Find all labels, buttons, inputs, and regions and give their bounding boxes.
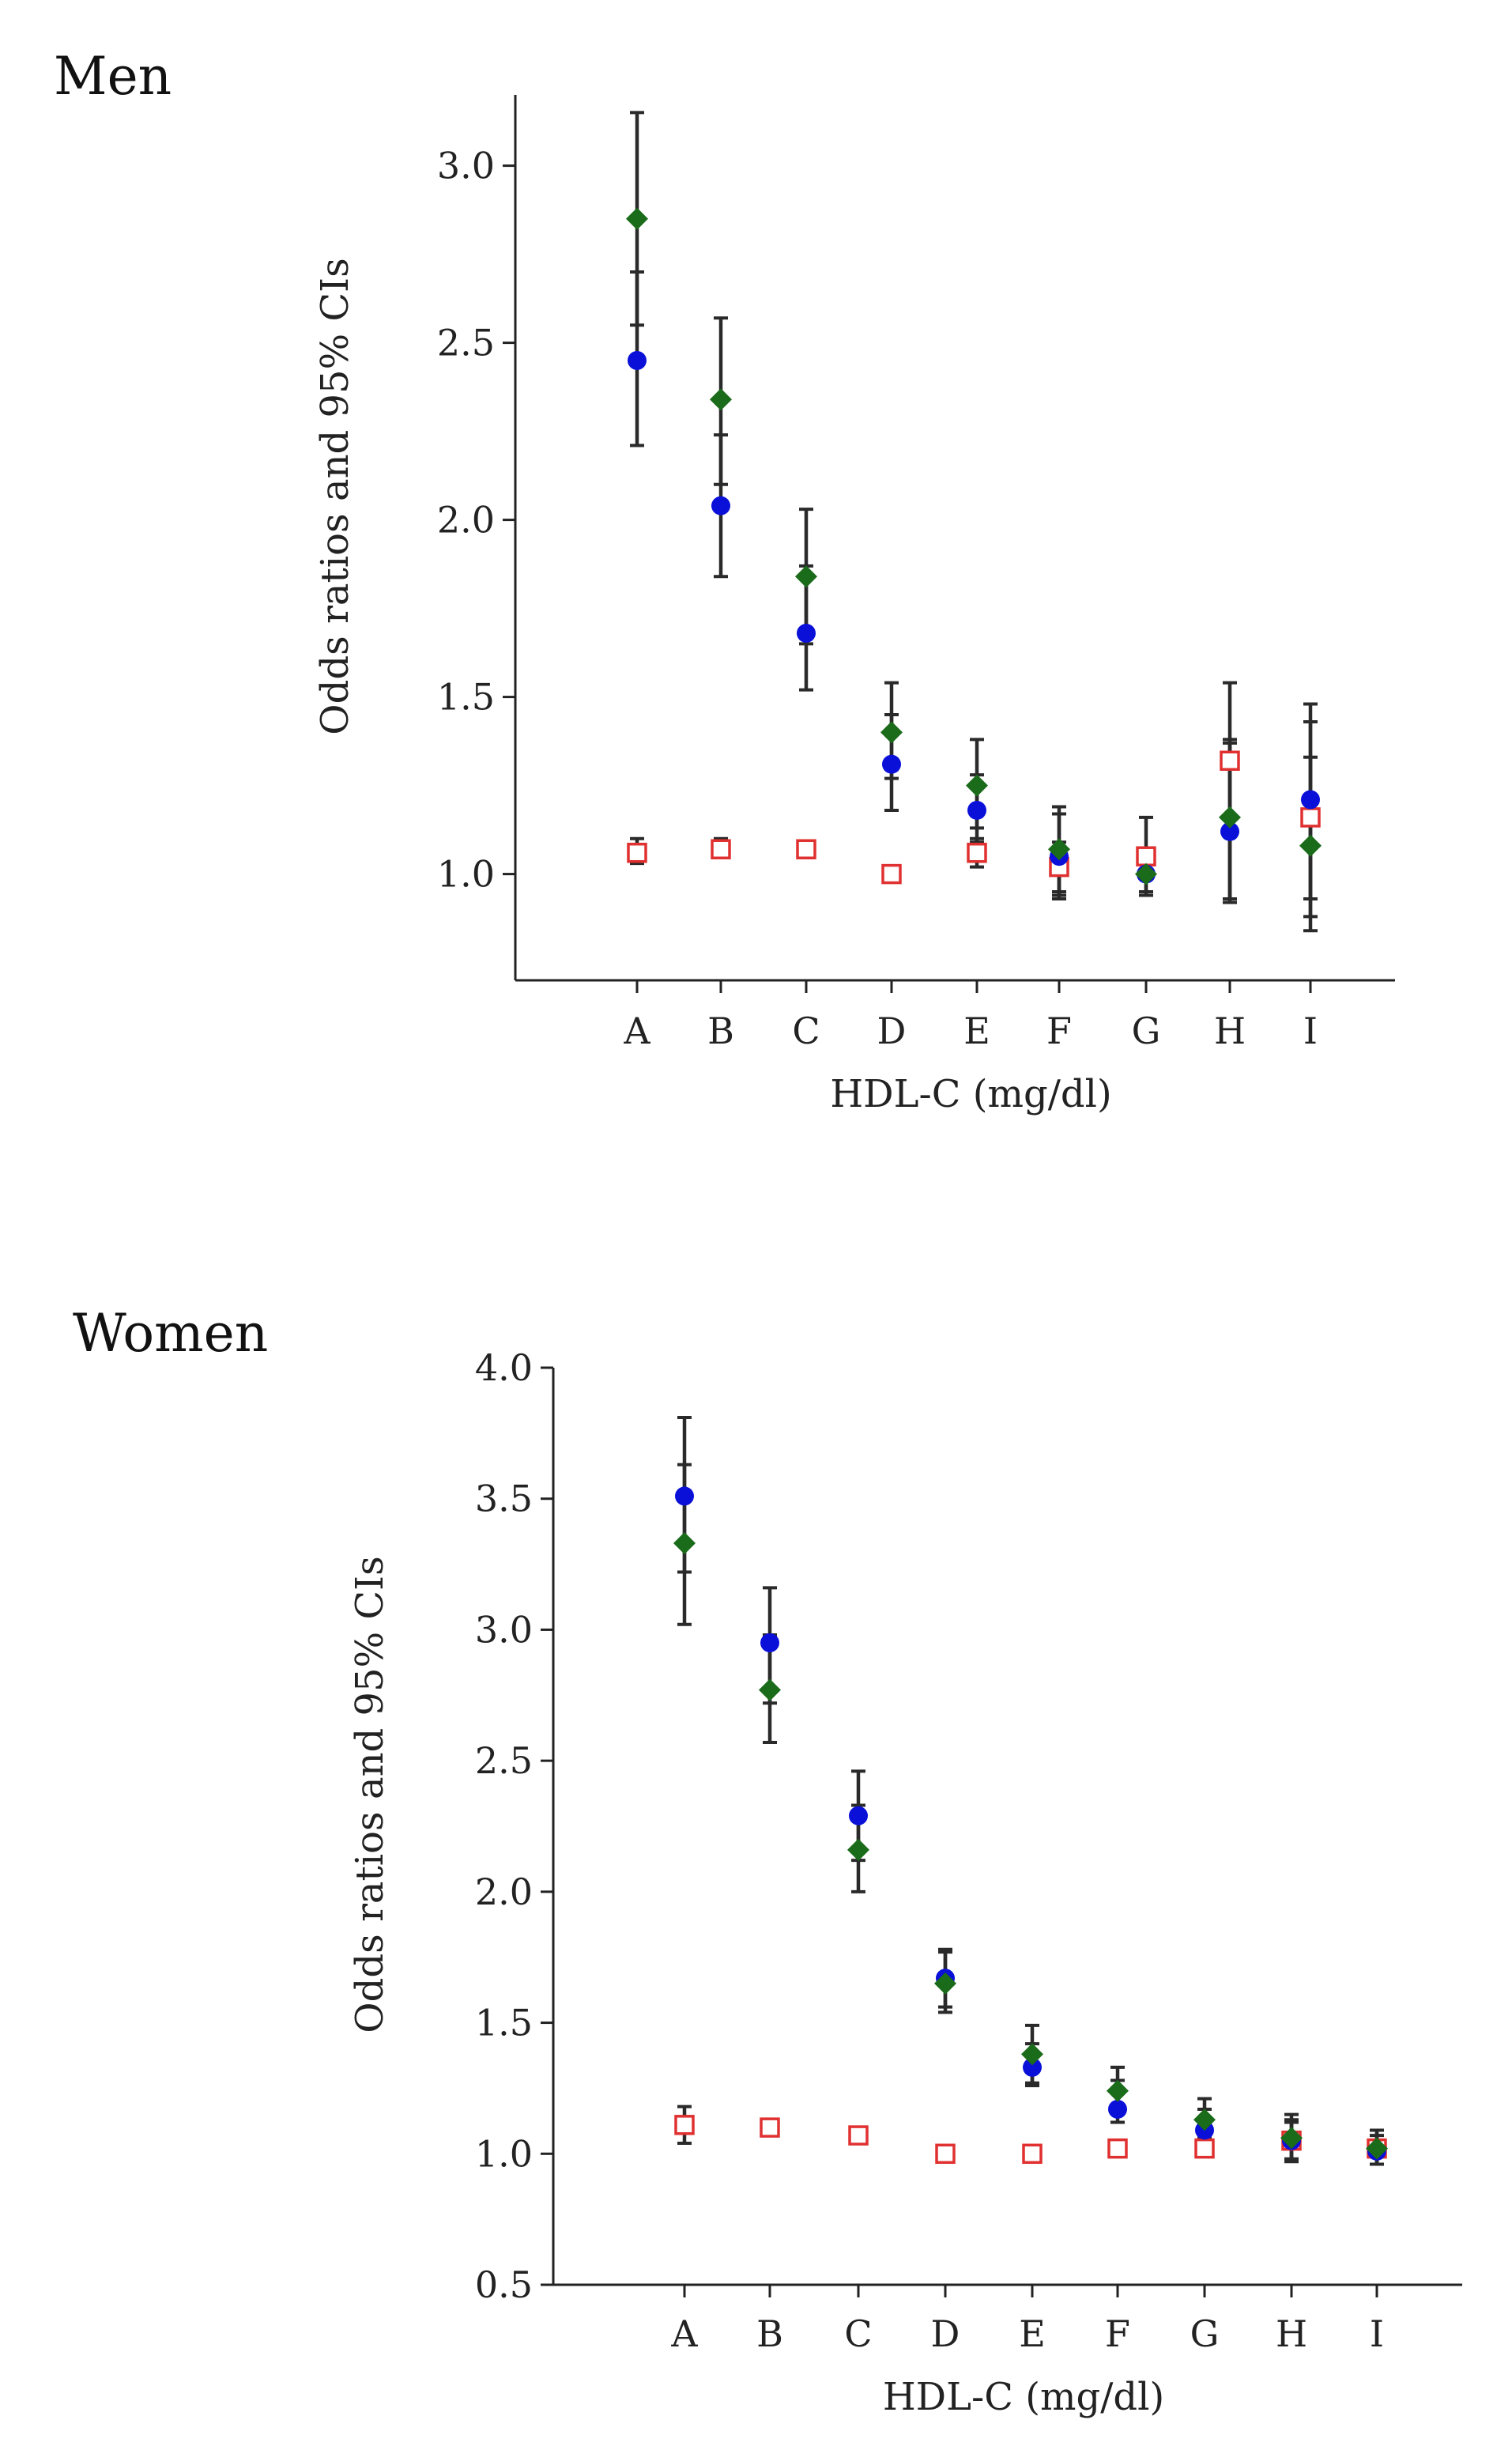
chart-men: 1.0 1.5 2.0 2.5 3.0 A B C D E F G H I HDL-C (mg/dl) Odd… bbox=[313, 95, 1395, 1116]
point-circle-a bbox=[628, 351, 647, 370]
point-diamond-g bbox=[1135, 863, 1157, 885]
point-circle-c bbox=[797, 623, 816, 643]
point-square-g bbox=[1194, 2138, 1215, 2159]
point-circle-e bbox=[967, 800, 986, 820]
point-circle-b bbox=[760, 1633, 779, 1652]
point-circle-a bbox=[675, 1486, 694, 1506]
x-axis-title: HDL-C (mg/dl) bbox=[830, 1072, 1111, 1116]
chart-women: 0.5 1.0 1.5 2.0 2.5 3.0 3.5 4.0 A B C D E F G H I HDL-C (… bbox=[348, 1346, 1462, 2419]
y-tick-label: 2.5 bbox=[437, 322, 495, 364]
point-diamond-e bbox=[1021, 2043, 1043, 2066]
point-square-c bbox=[796, 839, 816, 859]
point-circle-c bbox=[849, 1806, 868, 1825]
point-diamond-e bbox=[966, 774, 988, 797]
point-square-f bbox=[1107, 2138, 1128, 2159]
point-diamond-f bbox=[1107, 2079, 1129, 2102]
y-tick-label: 2.5 bbox=[475, 1739, 533, 1782]
y-tick-label: 3.5 bbox=[475, 1478, 533, 1520]
x-axis-title: HDL-C (mg/dl) bbox=[883, 2375, 1164, 2419]
point-square-e bbox=[1022, 2143, 1043, 2165]
x-tick-label-d: D bbox=[877, 1010, 907, 1052]
point-square-b bbox=[760, 2117, 780, 2138]
y-tick-label: 2.0 bbox=[475, 1871, 533, 1913]
x-tick-label-b: B bbox=[707, 1010, 734, 1052]
point-square-b bbox=[711, 839, 731, 859]
x-tick-label-a: A bbox=[623, 1010, 650, 1052]
x-tick-label-f: F bbox=[1046, 1010, 1072, 1052]
y-tick-label: 1.5 bbox=[437, 676, 495, 719]
point-diamond-h bbox=[1280, 2127, 1303, 2150]
point-diamond-c bbox=[847, 1838, 869, 1861]
y-tick-label: 1.0 bbox=[437, 853, 495, 896]
point-square-d bbox=[881, 863, 902, 885]
point-diamond-d bbox=[934, 1972, 956, 1995]
point-square-h bbox=[1220, 750, 1240, 771]
point-circle-i bbox=[1301, 790, 1320, 810]
point-square-i bbox=[1300, 807, 1321, 828]
x-tick-label-g: G bbox=[1132, 1010, 1161, 1052]
point-square-g bbox=[1136, 846, 1156, 866]
y-axis-title: Odds ratios and 95% CIs bbox=[313, 258, 357, 734]
point-diamond-a bbox=[626, 207, 648, 230]
women-panel-title: Women bbox=[73, 1303, 269, 1364]
point-circle-e bbox=[1023, 2057, 1042, 2077]
point-diamond-c bbox=[795, 565, 817, 588]
x-tick-label-f: F bbox=[1105, 2312, 1130, 2355]
point-square-e bbox=[967, 842, 987, 863]
y-axis-title: Odds ratios and 95% CIs bbox=[348, 1556, 392, 2033]
y-tick-label: 2.0 bbox=[437, 499, 495, 542]
point-diamond-i bbox=[1299, 834, 1322, 857]
x-tick-label-d: D bbox=[931, 2312, 960, 2355]
point-square-a bbox=[674, 2115, 695, 2135]
point-circle-b bbox=[711, 496, 730, 515]
x-tick-label-h: H bbox=[1214, 1010, 1246, 1052]
y-tick-label: 1.0 bbox=[475, 2132, 533, 2175]
point-circle-f bbox=[1108, 2099, 1127, 2119]
x-tick-label-i: I bbox=[1370, 2312, 1384, 2355]
point-diamond-d bbox=[880, 721, 903, 744]
point-square-d bbox=[935, 2143, 956, 2165]
x-tick-label-c: C bbox=[844, 2312, 872, 2355]
point-square-c bbox=[848, 2125, 869, 2146]
x-tick-label-a: A bbox=[670, 2312, 698, 2355]
point-square-a bbox=[627, 842, 647, 863]
y-tick-label: 4.0 bbox=[475, 1346, 533, 1389]
x-tick-label-c: C bbox=[792, 1010, 820, 1052]
y-tick-label: 1.5 bbox=[475, 2002, 533, 2044]
point-circle-d bbox=[882, 754, 901, 774]
y-tick-label: 0.5 bbox=[475, 2263, 533, 2306]
point-diamond-a bbox=[673, 1532, 696, 1555]
men-panel-title: Men bbox=[54, 46, 172, 107]
y-tick-label: 3.0 bbox=[475, 1608, 533, 1651]
y-tick-label: 3.0 bbox=[437, 145, 495, 187]
point-diamond-g bbox=[1193, 2108, 1216, 2131]
x-tick-label-g: G bbox=[1190, 2312, 1220, 2355]
point-diamond-b bbox=[759, 1678, 781, 1701]
x-tick-label-b: B bbox=[756, 2312, 783, 2355]
point-diamond-f bbox=[1048, 838, 1070, 861]
x-tick-label-e: E bbox=[963, 1010, 990, 1052]
point-circle-h bbox=[1220, 821, 1239, 841]
x-tick-label-e: E bbox=[1019, 2312, 1046, 2355]
x-tick-label-h: H bbox=[1276, 2312, 1307, 2355]
point-diamond-i bbox=[1366, 2137, 1388, 2160]
x-tick-label-i: I bbox=[1303, 1010, 1318, 1052]
point-diamond-h bbox=[1219, 806, 1241, 829]
point-diamond-b bbox=[710, 388, 732, 411]
